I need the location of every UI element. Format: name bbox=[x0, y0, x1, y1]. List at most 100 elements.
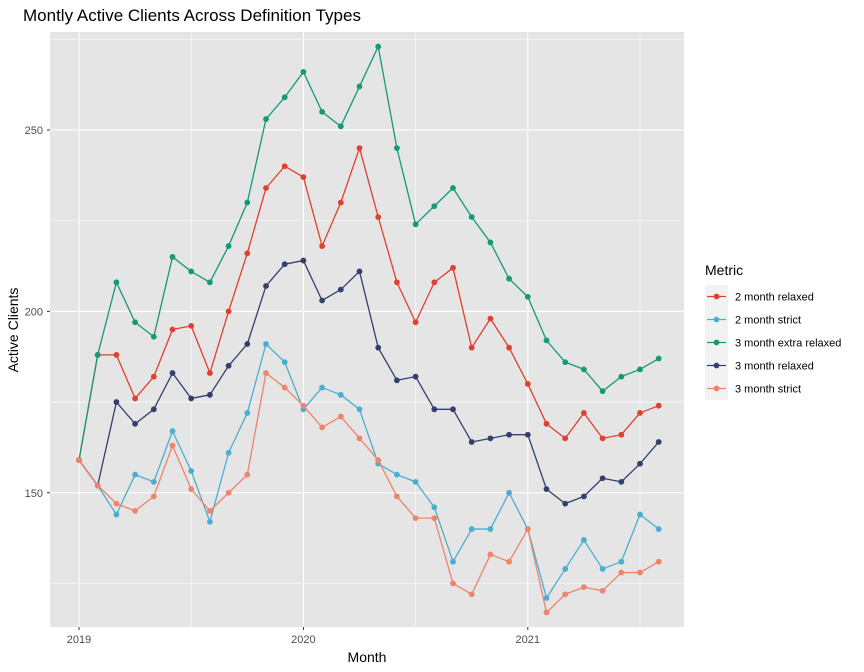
data-point-3-month-strict bbox=[76, 457, 82, 464]
data-point-3-month-strict bbox=[468, 591, 475, 598]
data-point-2-month-relaxed bbox=[225, 308, 232, 315]
data-point-3-month-extra-relaxed bbox=[543, 337, 550, 344]
data-point-2-month-relaxed bbox=[356, 145, 363, 151]
data-point-3-month-strict bbox=[300, 402, 307, 409]
data-point-3-month-extra-relaxed bbox=[188, 268, 195, 275]
series-3-month-extra-relaxed bbox=[76, 43, 662, 464]
data-point-2-month-relaxed bbox=[188, 322, 195, 329]
legend-key-point bbox=[713, 339, 720, 346]
data-point-2-month-relaxed bbox=[450, 264, 456, 271]
data-point-2-month-strict bbox=[337, 391, 344, 398]
data-point-2-month-strict bbox=[169, 428, 176, 434]
legend-item-3-month-extra-relaxed: 3 month extra relaxed bbox=[705, 331, 841, 354]
legend-key-point bbox=[713, 385, 720, 392]
data-point-3-month-strict bbox=[581, 584, 587, 590]
data-point-2-month-relaxed bbox=[618, 431, 625, 438]
data-point-3-month-strict bbox=[375, 457, 382, 464]
data-point-3-month-extra-relaxed bbox=[132, 319, 139, 326]
data-point-2-month-relaxed bbox=[599, 435, 606, 442]
data-point-2-month-strict bbox=[225, 449, 232, 456]
legend-key-point bbox=[713, 293, 720, 300]
data-point-2-month-relaxed bbox=[169, 326, 176, 333]
data-point-2-month-relaxed bbox=[281, 163, 288, 170]
data-point-2-month-strict bbox=[412, 478, 419, 485]
data-point-3-month-extra-relaxed bbox=[169, 254, 176, 260]
data-point-2-month-strict bbox=[281, 359, 288, 366]
legend-items: 2 month relaxed 2 month strict 3 month ext… bbox=[705, 285, 841, 400]
data-point-2-month-strict bbox=[150, 478, 157, 485]
data-point-3-month-strict bbox=[450, 580, 456, 587]
data-point-3-month-strict bbox=[394, 493, 400, 500]
legend-label: 3 month strict bbox=[735, 384, 801, 396]
data-point-3-month-strict bbox=[412, 515, 419, 522]
data-point-3-month-strict bbox=[244, 471, 251, 478]
legend-title: Metric bbox=[705, 262, 743, 278]
x-tick-label: 2019 bbox=[67, 634, 91, 646]
data-point-2-month-relaxed bbox=[113, 351, 120, 358]
data-point-2-month-strict bbox=[618, 558, 625, 565]
data-point-3-month-extra-relaxed bbox=[94, 351, 101, 358]
data-point-2-month-strict bbox=[506, 489, 512, 496]
data-point-2-month-relaxed bbox=[394, 279, 400, 286]
legend-label: 3 month relaxed bbox=[735, 361, 814, 373]
data-point-3-month-relaxed bbox=[431, 406, 438, 413]
data-point-3-month-extra-relaxed bbox=[225, 243, 232, 249]
data-point-2-month-relaxed bbox=[300, 174, 307, 181]
data-point-3-month-extra-relaxed bbox=[375, 43, 382, 50]
data-point-3-month-relaxed bbox=[581, 493, 587, 500]
legend-item-3-month-relaxed: 3 month relaxed bbox=[705, 354, 814, 377]
data-point-3-month-extra-relaxed bbox=[599, 388, 606, 395]
data-point-3-month-extra-relaxed bbox=[281, 94, 288, 101]
data-point-3-month-extra-relaxed bbox=[431, 203, 438, 210]
data-point-3-month-strict bbox=[169, 442, 176, 449]
data-point-3-month-relaxed bbox=[487, 435, 494, 442]
data-point-2-month-relaxed bbox=[319, 243, 325, 249]
data-point-3-month-extra-relaxed bbox=[487, 239, 494, 246]
data-point-3-month-relaxed bbox=[375, 344, 382, 351]
series-layer bbox=[76, 43, 662, 616]
data-point-3-month-strict bbox=[337, 413, 344, 420]
data-point-3-month-strict bbox=[207, 508, 213, 514]
series-line-3-month-extra-relaxed bbox=[78, 45, 660, 461]
data-point-3-month-extra-relaxed bbox=[207, 279, 213, 286]
data-point-3-month-strict bbox=[113, 500, 120, 507]
data-point-2-month-strict bbox=[132, 471, 139, 478]
data-point-3-month-relaxed bbox=[655, 439, 662, 445]
data-point-2-month-strict bbox=[562, 566, 569, 572]
y-tick-label: 150 bbox=[25, 488, 43, 500]
data-point-2-month-strict bbox=[543, 595, 550, 601]
data-point-3-month-relaxed bbox=[319, 297, 325, 304]
data-point-2-month-strict bbox=[394, 471, 400, 478]
data-point-2-month-relaxed bbox=[263, 185, 269, 191]
data-point-3-month-extra-relaxed bbox=[412, 221, 419, 228]
data-point-3-month-relaxed bbox=[113, 399, 120, 405]
data-point-3-month-extra-relaxed bbox=[562, 359, 569, 366]
data-point-2-month-strict bbox=[599, 566, 606, 572]
data-point-3-month-strict bbox=[263, 370, 269, 376]
data-point-2-month-relaxed bbox=[132, 395, 139, 402]
data-point-3-month-strict bbox=[132, 508, 139, 514]
legend-key-point bbox=[713, 316, 720, 323]
data-point-2-month-strict bbox=[263, 341, 269, 347]
data-point-2-month-relaxed bbox=[207, 370, 213, 376]
data-point-2-month-relaxed bbox=[506, 344, 512, 351]
data-point-3-month-strict bbox=[506, 558, 512, 565]
data-point-2-month-strict bbox=[637, 511, 643, 518]
data-point-3-month-relaxed bbox=[244, 341, 251, 347]
data-point-2-month-strict bbox=[207, 518, 213, 525]
data-point-3-month-relaxed bbox=[300, 257, 307, 264]
series-line-2-month-strict bbox=[78, 343, 660, 599]
data-point-3-month-relaxed bbox=[394, 377, 400, 384]
data-point-2-month-strict bbox=[319, 384, 325, 391]
data-point-3-month-strict bbox=[356, 435, 363, 442]
legend-item-2-month-relaxed: 2 month relaxed bbox=[705, 285, 814, 308]
data-point-2-month-strict bbox=[431, 504, 438, 511]
data-point-2-month-relaxed bbox=[562, 435, 569, 442]
data-point-3-month-strict bbox=[562, 591, 569, 598]
data-point-3-month-extra-relaxed bbox=[263, 116, 269, 122]
data-point-3-month-relaxed bbox=[524, 431, 531, 438]
data-point-3-month-relaxed bbox=[450, 406, 456, 413]
chart-title: Montly Active Clients Across Definition … bbox=[23, 6, 361, 25]
y-tick-label: 250 bbox=[25, 125, 43, 137]
